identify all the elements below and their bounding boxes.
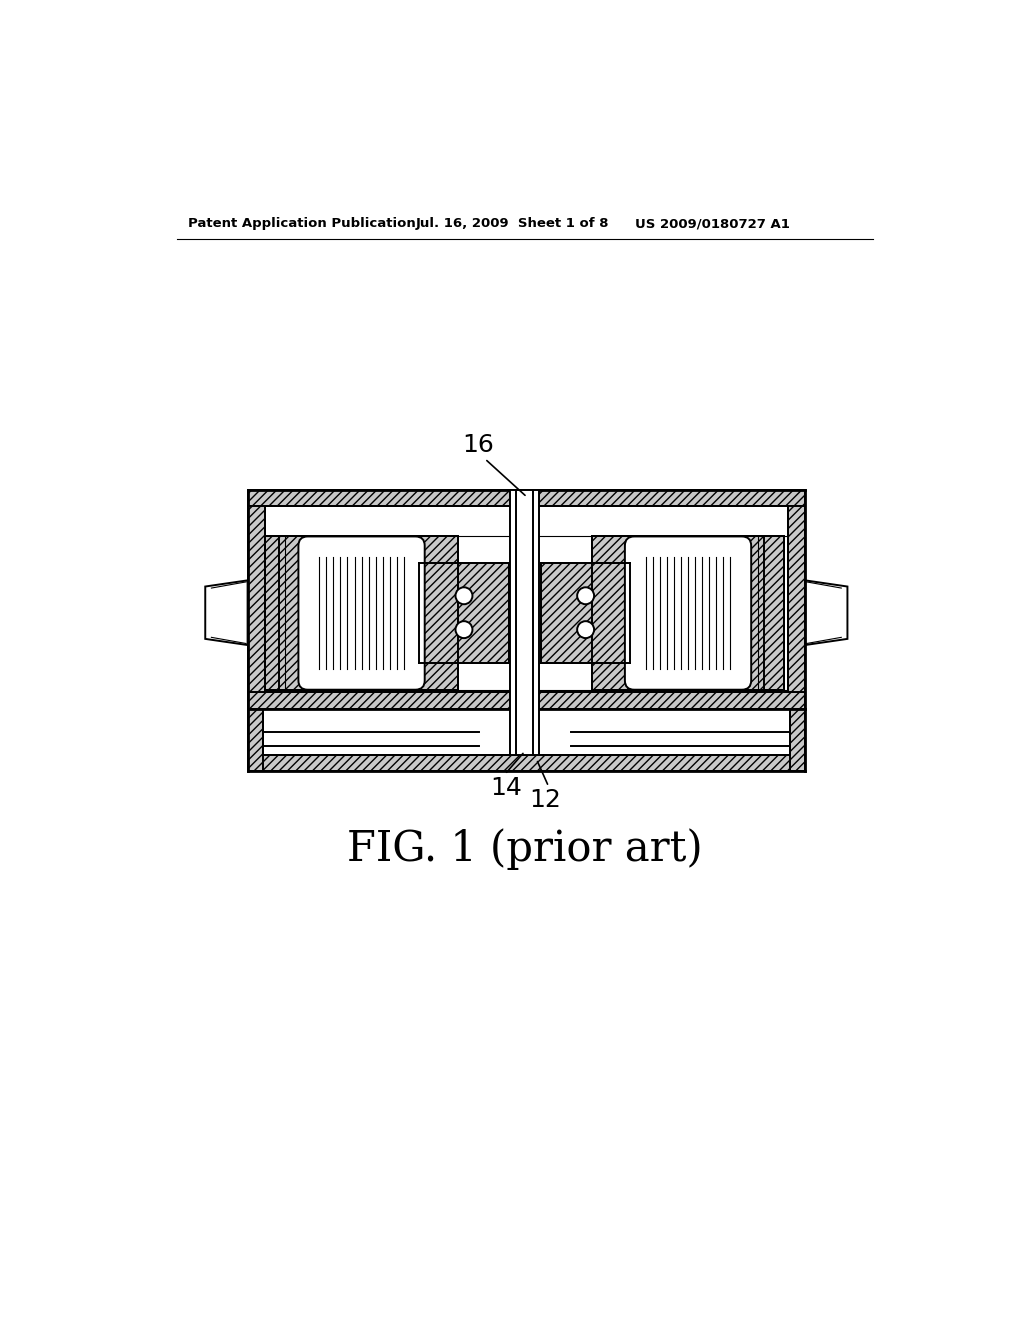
Bar — [419, 562, 509, 663]
Bar — [248, 490, 805, 507]
Bar — [790, 709, 805, 771]
Text: 14: 14 — [490, 776, 522, 800]
Bar — [788, 507, 805, 692]
Circle shape — [456, 587, 472, 605]
Bar — [510, 490, 540, 755]
FancyBboxPatch shape — [298, 536, 425, 689]
Text: US 2009/0180727 A1: US 2009/0180727 A1 — [635, 218, 790, 231]
Bar — [592, 536, 784, 689]
Circle shape — [578, 622, 594, 638]
Bar — [248, 755, 805, 771]
Text: FIG. 1 (prior art): FIG. 1 (prior art) — [347, 829, 702, 870]
Text: Jul. 16, 2009  Sheet 1 of 8: Jul. 16, 2009 Sheet 1 of 8 — [416, 218, 609, 231]
Circle shape — [456, 622, 472, 638]
Text: Patent Application Publication: Patent Application Publication — [188, 218, 416, 231]
Bar — [248, 709, 263, 771]
Bar — [541, 562, 631, 663]
Circle shape — [578, 587, 594, 605]
Text: 16: 16 — [463, 433, 495, 457]
FancyBboxPatch shape — [625, 536, 752, 689]
Text: 12: 12 — [528, 788, 561, 812]
Bar — [248, 507, 264, 692]
Bar — [265, 536, 458, 689]
Bar — [248, 692, 805, 709]
